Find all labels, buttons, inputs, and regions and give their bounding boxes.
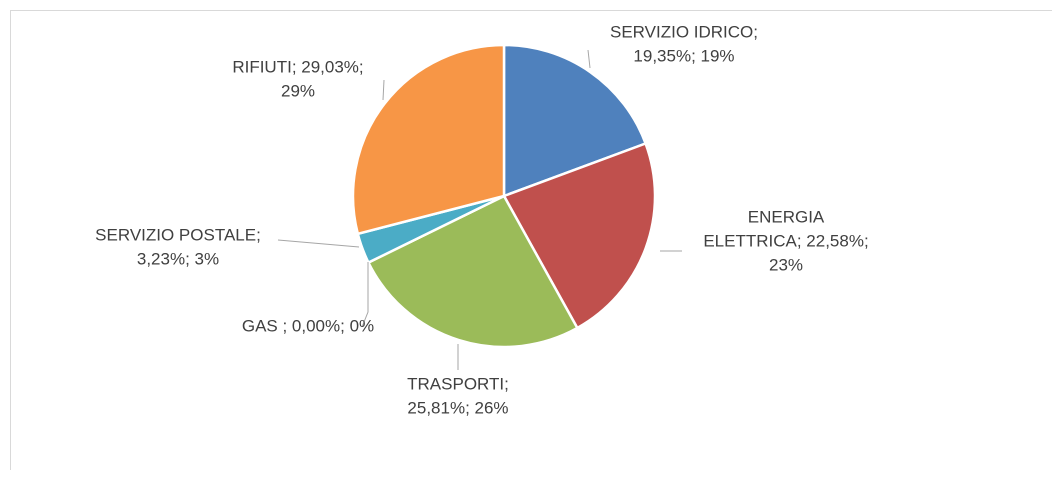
leader-line <box>587 49 591 69</box>
data-label: 19,35%; 19% <box>633 46 734 65</box>
data-label: 23% <box>769 255 803 274</box>
data-label: RIFIUTI; 29,03%; <box>232 57 363 76</box>
pie-slice <box>366 194 580 349</box>
pie-slice <box>351 43 506 236</box>
data-label: 25,81%; 26% <box>407 398 508 417</box>
data-label: GAS ; 0,00%; 0% <box>242 316 374 335</box>
pie-slice <box>502 43 648 198</box>
data-label: ENERGIA <box>748 207 825 226</box>
data-label: 3,23%; 3% <box>137 249 219 268</box>
chart-border <box>10 10 1052 470</box>
data-label: SERVIZIO IDRICO; <box>610 22 758 41</box>
data-label: ELETTRICA; 22,58%; <box>703 231 868 250</box>
leader-line <box>382 79 385 101</box>
data-label: SERVIZIO POSTALE; <box>95 225 261 244</box>
leader-line <box>361 262 369 328</box>
data-label: TRASPORTI; <box>407 374 509 393</box>
pie-slice <box>502 141 657 330</box>
leader-line <box>277 239 360 248</box>
data-label: 29% <box>281 81 315 100</box>
